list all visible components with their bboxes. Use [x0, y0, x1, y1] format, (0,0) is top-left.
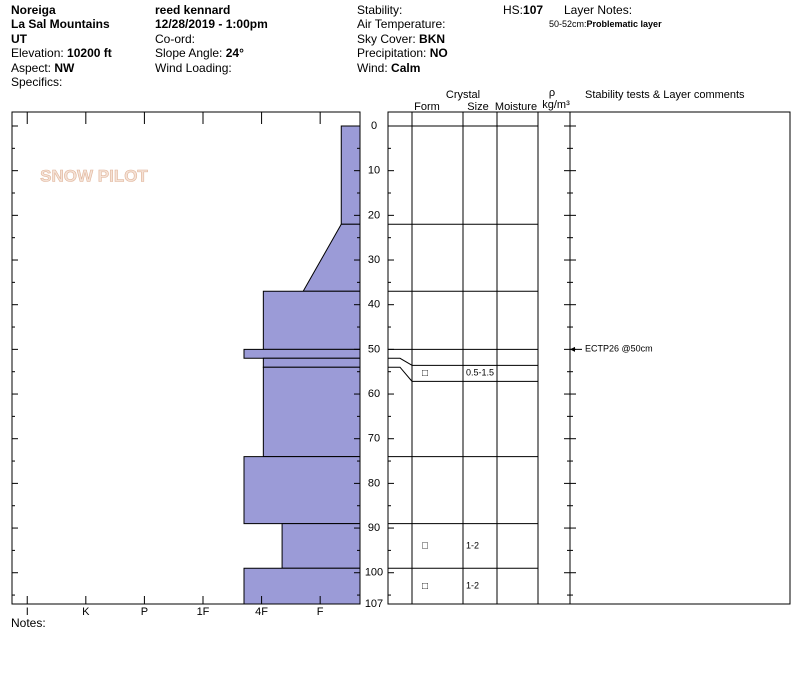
- value: NO: [429, 46, 448, 60]
- y-tick-label: 80: [368, 477, 380, 489]
- layer-frame: [387, 111, 791, 605]
- col-density: kg/m³: [542, 99, 570, 111]
- depth: 50-52cm:: [549, 19, 587, 29]
- value: 10200 ft: [67, 46, 112, 60]
- x-tick-label: 1F: [197, 606, 210, 618]
- y-tick-label: 90: [368, 522, 380, 534]
- hardness-layer: [302, 223, 361, 292]
- y-tick-label: 40: [368, 299, 380, 311]
- y-tick-label: 0: [371, 120, 377, 132]
- layer-notes: Layer Notes:: [564, 3, 633, 17]
- layer-connector: [388, 357, 413, 366]
- x-tick-label: I: [26, 606, 29, 618]
- air-temp: Air Temperature:: [357, 17, 446, 31]
- label: Slope Angle:: [155, 46, 223, 60]
- value: 24°: [225, 46, 244, 60]
- hardness-layer: [243, 456, 361, 525]
- y-tick-label: 20: [368, 209, 380, 221]
- x-tick-label: 4F: [255, 606, 268, 618]
- hardness-layer: [340, 125, 361, 225]
- label: Sky Cover:: [357, 32, 416, 46]
- label: Precipitation:: [357, 46, 427, 60]
- x-tick-label: P: [141, 606, 148, 618]
- aspect: Aspect: NW: [11, 61, 74, 75]
- state: UT: [11, 32, 27, 46]
- location: Noreiga: [11, 3, 56, 17]
- coord: Co-ord:: [155, 32, 196, 46]
- col-comments: Stability tests & Layer comments: [585, 89, 745, 101]
- y-tick-label: 10: [368, 165, 380, 177]
- hs: HS:107: [503, 3, 543, 17]
- col-moisture: Moisture: [495, 101, 537, 113]
- hardness-layer: [281, 523, 361, 569]
- crystal-size: 1-2: [466, 540, 479, 550]
- date: 12/28/2019 - 1:00pm: [155, 17, 268, 31]
- col-crystal: Crystal: [446, 89, 480, 101]
- test-label: ECTP26 @50cm: [585, 344, 653, 354]
- value: 107: [523, 3, 544, 17]
- crystal-form: □: [422, 541, 428, 552]
- y-tick-label: 100: [365, 567, 383, 579]
- wind-loading: Wind Loading:: [155, 61, 232, 75]
- crystal-form: □: [422, 368, 428, 379]
- crystal-size: 1-2: [466, 581, 479, 591]
- precip: Precipitation: NO: [357, 46, 448, 60]
- value: Calm: [391, 61, 421, 75]
- value: BKN: [419, 32, 446, 46]
- col-size: Size: [467, 101, 488, 113]
- label: Wind:: [357, 61, 388, 75]
- hardness-layer: [262, 290, 361, 350]
- stability: Stability:: [357, 3, 403, 17]
- y-tick-label: 70: [368, 433, 380, 445]
- crystal-form: □: [422, 581, 428, 592]
- hardness-layer: [262, 366, 361, 458]
- range: La Sal Mountains: [11, 17, 110, 31]
- specifics: Specifics:: [11, 75, 63, 89]
- y-tick-label: 60: [368, 388, 380, 400]
- y-tick-label: 30: [368, 254, 380, 266]
- label: Aspect:: [11, 61, 52, 75]
- crystal-size: 0.5-1.5: [466, 368, 494, 378]
- slope: Slope Angle: 24°: [155, 46, 244, 60]
- elevation: Elevation: 10200 ft: [11, 46, 112, 60]
- logo: SNOW PILOT: [40, 166, 148, 185]
- wind: Wind: Calm: [357, 61, 420, 75]
- x-tick-label: K: [82, 606, 90, 618]
- x-tick-label: F: [317, 606, 324, 618]
- arrow-head: [570, 346, 575, 352]
- hardness-layer: [243, 567, 361, 605]
- y-tick-label: 107: [365, 598, 383, 610]
- layer-note: 50-52cm:Problematic layer: [549, 19, 662, 29]
- hardness-layer: [243, 348, 361, 359]
- hardness-layer: [262, 357, 361, 368]
- notes: Notes:: [11, 616, 46, 630]
- layer-connector: [388, 366, 413, 382]
- label: HS:: [503, 3, 524, 17]
- observer: reed kennard: [155, 3, 231, 17]
- col-form: Form: [414, 101, 440, 113]
- value: NW: [54, 61, 75, 75]
- sky: Sky Cover: BKN: [357, 32, 445, 46]
- col-rho: ρ: [549, 87, 555, 99]
- label: Elevation:: [11, 46, 64, 60]
- y-tick-label: 50: [368, 343, 380, 355]
- text: Problematic layer: [586, 19, 662, 29]
